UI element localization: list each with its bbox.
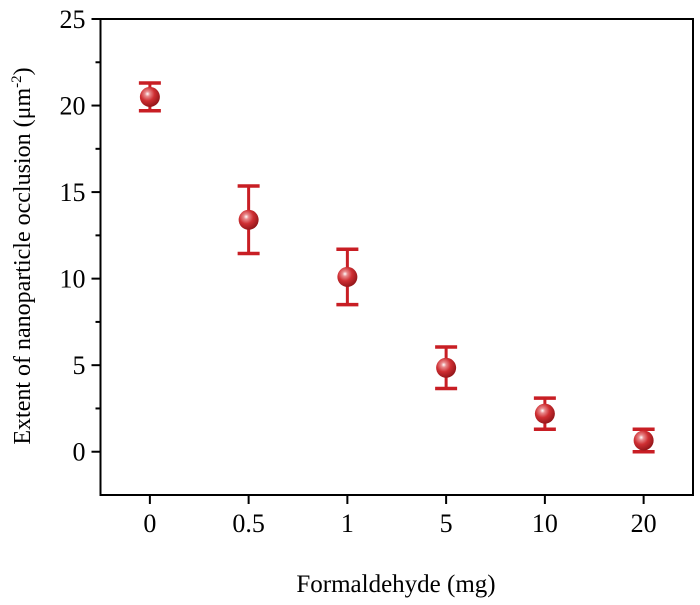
plot-frame <box>99 18 694 496</box>
data-point <box>534 403 555 424</box>
data-point-group <box>336 247 359 307</box>
x-tick-label: 5 <box>440 509 453 538</box>
x-axis-label: Formaldehyde (mg) <box>296 571 495 598</box>
y-tick-label: 20 <box>60 92 86 121</box>
data-point <box>238 209 259 230</box>
x-tick-label: 20 <box>631 509 657 538</box>
y-tick-label: 15 <box>60 178 86 207</box>
data-point-group <box>237 184 260 256</box>
y-tick-label: 0 <box>73 438 86 467</box>
y-tick-label: 25 <box>60 5 86 34</box>
y-axis: 0 5 10 15 20 25 <box>60 5 101 467</box>
x-tick-label: 0.5 <box>232 509 265 538</box>
data-point-group <box>138 81 161 113</box>
data-point <box>139 86 160 107</box>
x-axis: 0 0.5 1 5 10 20 <box>143 495 657 538</box>
y-tick-label: 5 <box>73 351 86 380</box>
x-tick-label: 0 <box>143 509 156 538</box>
data-point-group <box>632 427 655 454</box>
data-points <box>138 81 655 454</box>
data-point-group <box>435 345 458 391</box>
y-axis-label: Extent of nanoparticle occlusion (μm-2) <box>9 67 36 444</box>
data-point-group <box>533 396 556 431</box>
data-point <box>633 430 654 451</box>
data-point <box>337 266 358 287</box>
x-tick-label: 10 <box>532 509 558 538</box>
y-tick-label: 10 <box>60 265 86 294</box>
x-tick-label: 1 <box>341 509 354 538</box>
data-point <box>436 357 457 378</box>
